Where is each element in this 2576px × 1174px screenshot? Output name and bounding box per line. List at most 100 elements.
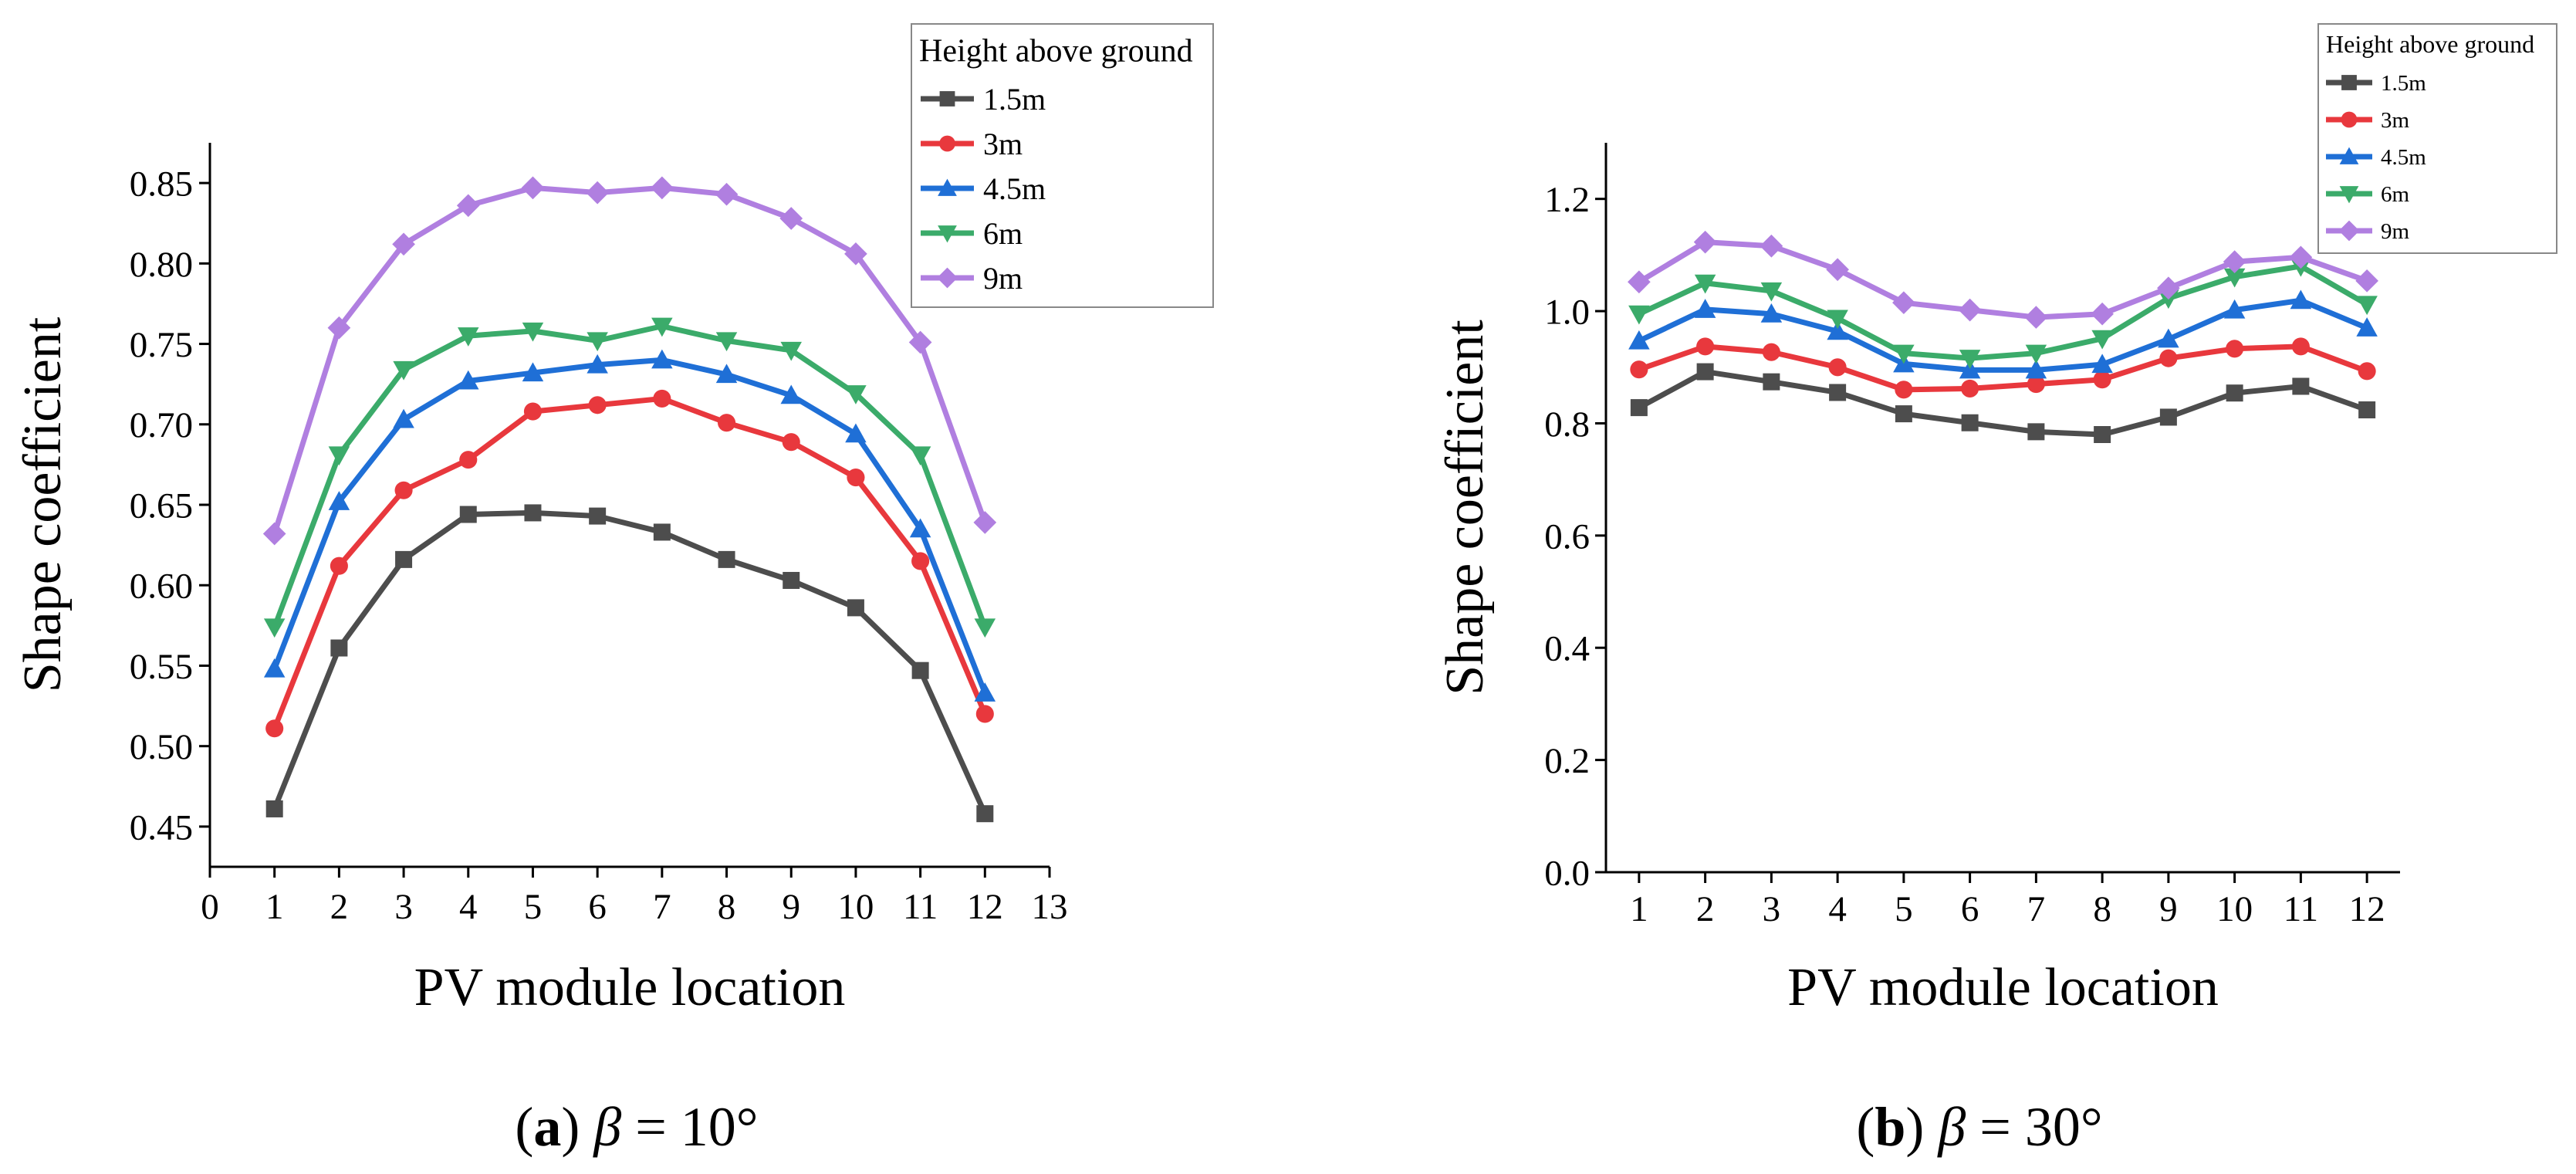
x-tick-label: 5 xyxy=(524,887,543,927)
data-point xyxy=(1628,305,1650,325)
data-point xyxy=(263,618,286,638)
legend-marker xyxy=(2341,111,2358,128)
legend-item-label: 6m xyxy=(983,216,1023,251)
data-point xyxy=(1696,363,1714,381)
data-point xyxy=(715,182,739,206)
data-point xyxy=(1892,291,1915,315)
panel-b-symbol: β xyxy=(1936,1096,1966,1158)
data-point xyxy=(911,552,930,570)
data-point xyxy=(2358,362,2376,381)
data-point xyxy=(782,433,800,452)
data-point xyxy=(394,481,413,499)
data-point xyxy=(523,402,543,421)
x-axis-label: PV module location xyxy=(1787,958,2219,1017)
legend-marker xyxy=(2339,186,2359,204)
panel-a-caption: (a) β = 10° xyxy=(515,1096,758,1158)
x-tick-label: 5 xyxy=(1895,889,1913,929)
x-tick-label: 4 xyxy=(1828,889,1847,929)
data-point xyxy=(459,451,478,469)
data-point xyxy=(392,232,415,256)
data-point xyxy=(2223,250,2246,273)
series-line xyxy=(272,357,988,695)
data-point xyxy=(1893,344,1915,364)
data-point xyxy=(2158,328,2179,348)
data-point xyxy=(651,317,673,337)
data-point xyxy=(522,362,544,382)
data-point xyxy=(458,327,479,347)
data-point xyxy=(263,658,286,678)
data-point xyxy=(1628,330,1650,350)
data-point xyxy=(1828,358,1847,377)
data-point xyxy=(779,207,803,230)
data-point xyxy=(1694,274,1716,294)
series-line xyxy=(1638,297,2368,373)
y-tick-label: 0.45 xyxy=(130,807,193,848)
y-tick-label: 0.8 xyxy=(1544,404,1590,445)
data-point xyxy=(718,550,735,568)
x-tick-label: 8 xyxy=(718,887,736,927)
legend-marker xyxy=(2341,75,2357,90)
data-point xyxy=(651,349,673,369)
data-point xyxy=(328,491,350,510)
data-point xyxy=(1630,399,1648,417)
data-point xyxy=(588,396,607,414)
legend-marker xyxy=(2339,147,2359,164)
panel-a-value: = 10° xyxy=(635,1096,758,1158)
data-point xyxy=(2223,268,2246,288)
series-line xyxy=(1638,263,2368,361)
data-point xyxy=(2094,426,2111,443)
legend-item-label: 4.5m xyxy=(983,171,1046,206)
legend-box xyxy=(911,23,1214,308)
data-point xyxy=(2091,302,2114,326)
y-tick-label: 0.4 xyxy=(1544,629,1590,669)
series-9m xyxy=(262,176,997,546)
data-point xyxy=(2091,330,2113,350)
legend-marker xyxy=(938,178,957,196)
data-point xyxy=(1959,350,1981,369)
data-point xyxy=(521,176,545,200)
series-line xyxy=(272,184,988,535)
series-line xyxy=(1638,239,2368,320)
data-point xyxy=(589,507,607,525)
data-point xyxy=(974,682,996,702)
legend-marker xyxy=(939,91,955,107)
data-point xyxy=(2027,423,2045,441)
data-point xyxy=(973,511,997,534)
data-point xyxy=(1693,230,1717,254)
data-point xyxy=(1760,282,1783,302)
panel-a-letter: a xyxy=(533,1096,561,1158)
data-point xyxy=(587,354,608,374)
x-tick-label: 12 xyxy=(967,887,1003,927)
legend-marker xyxy=(937,267,958,289)
data-point xyxy=(456,194,480,218)
chart-panel-a: 0 1 2 3 4 5 6 7 8 9 10 11 12 130.450.500.550.600.650.… xyxy=(13,23,1214,1017)
data-point xyxy=(2157,276,2180,300)
series-line xyxy=(272,323,988,628)
legend-title: Height above ground xyxy=(2326,30,2534,58)
data-point xyxy=(1829,384,1847,401)
y-tick-label: 1.0 xyxy=(1544,293,1590,333)
y-tick-label: 0.6 xyxy=(1544,516,1590,557)
series-3m xyxy=(265,389,994,738)
x-tick-label: 1 xyxy=(265,887,284,927)
x-tick-label: 2 xyxy=(330,887,349,927)
x-tick-label: 13 xyxy=(1032,887,1068,927)
data-point xyxy=(975,705,994,723)
y-tick-label: 0.50 xyxy=(130,727,193,767)
legend-item-label: 3m xyxy=(983,127,1023,161)
data-point xyxy=(2093,370,2111,389)
legend-item-label: 4.5m xyxy=(2381,145,2426,170)
x-tick-label: 10 xyxy=(837,887,874,927)
data-point xyxy=(2291,337,2310,356)
legend-title: Height above ground xyxy=(919,33,1193,69)
data-point xyxy=(2226,384,2243,402)
data-point xyxy=(845,385,867,404)
data-point xyxy=(2025,359,2047,379)
data-point xyxy=(909,518,931,538)
data-point xyxy=(2289,245,2313,269)
data-point xyxy=(330,557,348,575)
data-point xyxy=(262,522,286,546)
data-point xyxy=(650,176,674,200)
x-tick-label: 10 xyxy=(2216,889,2253,929)
